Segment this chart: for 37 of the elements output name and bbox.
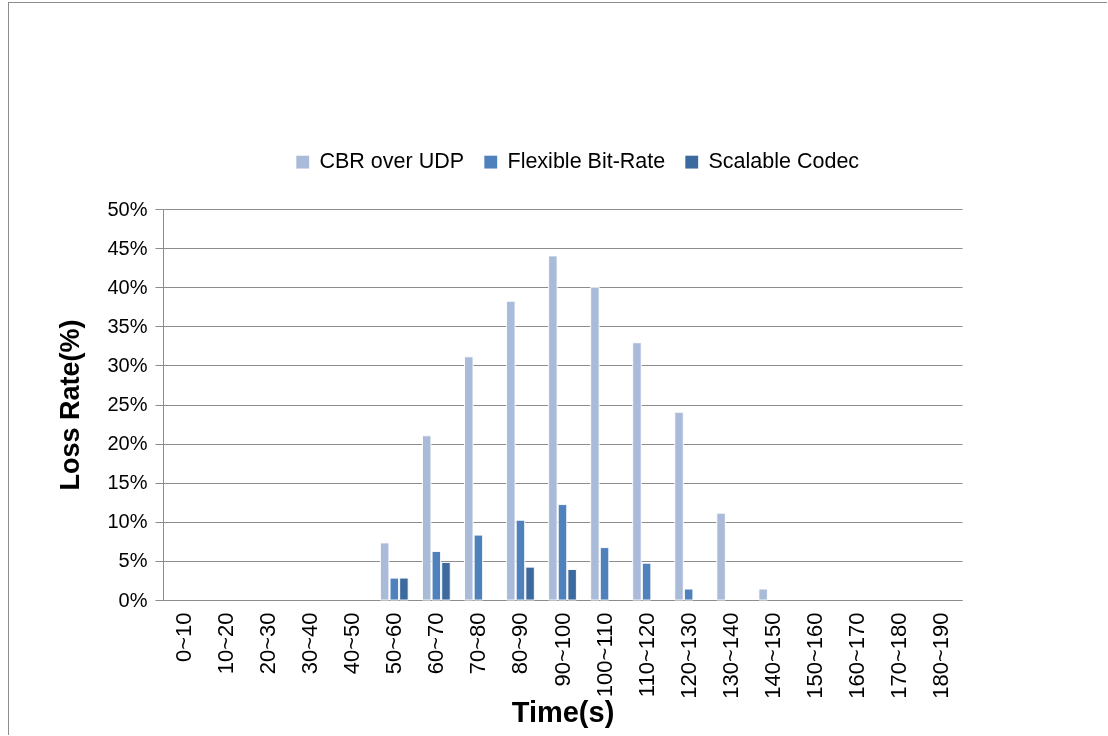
y-tick-label: 0% [118, 588, 148, 611]
x-tick-label: 10~20 [213, 612, 239, 675]
y-tick-label: 30% [107, 353, 148, 376]
y-tick-label: 50% [107, 197, 148, 220]
y-tick-label: 45% [107, 236, 148, 259]
x-tick-label: 180~190 [927, 612, 953, 699]
y-tick-label: 40% [107, 275, 148, 298]
legend-label: Flexible Bit-Rate [507, 149, 666, 174]
y-tick-label: 35% [107, 314, 148, 337]
y-tick-label: 10% [107, 510, 148, 533]
x-tick-label: 120~130 [675, 612, 701, 699]
legend-label: CBR over UDP [319, 149, 465, 174]
x-tick-label: 80~90 [507, 612, 533, 675]
y-tick-label: 15% [107, 471, 148, 494]
x-tick-label: 50~60 [381, 612, 407, 675]
x-tick-label: 130~140 [717, 612, 743, 699]
x-tick-label: 100~110 [591, 612, 617, 698]
x-tick-label: 40~50 [339, 612, 365, 675]
x-tick-label: 140~150 [759, 612, 785, 699]
x-tick-label: 90~100 [549, 612, 575, 687]
x-tick-label: 110~120 [633, 612, 659, 698]
bar [758, 588, 768, 601]
x-tick-label: 160~170 [843, 612, 869, 699]
x-tick-label: 0~10 [171, 612, 197, 663]
x-tick-label: 150~160 [801, 612, 827, 699]
y-axis-title: Loss Rate(%) [55, 319, 86, 491]
y-tick-label: 20% [107, 432, 148, 455]
x-tick-label: 70~80 [465, 612, 491, 675]
legend-label: Scalable Codec [708, 149, 860, 174]
x-tick-label: 30~40 [297, 612, 323, 675]
x-tick-label: 170~180 [885, 612, 911, 699]
y-tick-label: 5% [118, 549, 148, 572]
bar [716, 512, 726, 601]
y-tick-label: 25% [107, 393, 148, 415]
x-tick-label: 60~70 [423, 612, 449, 675]
x-axis-title: Time(s) [511, 695, 615, 728]
x-tick-label: 20~30 [255, 612, 281, 675]
